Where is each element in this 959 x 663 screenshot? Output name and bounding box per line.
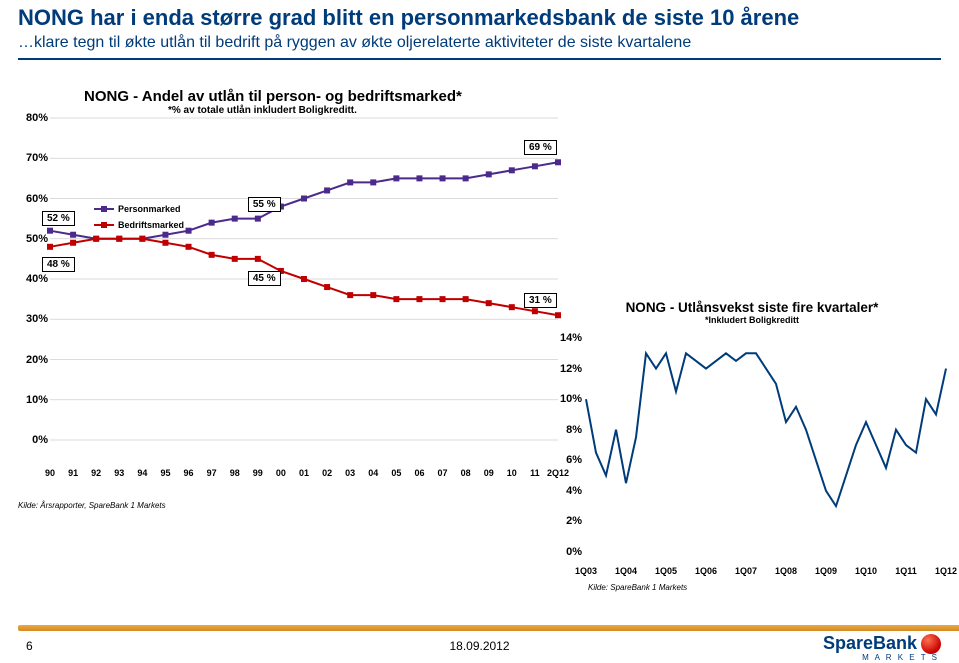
chart1-xtick: 04	[368, 468, 378, 478]
chart1-xtick: 09	[484, 468, 494, 478]
chart1-xtick: 01	[299, 468, 309, 478]
chart2-ytick: 12%	[554, 363, 582, 375]
chart1-ytick: 20%	[20, 354, 48, 366]
logo-ball-icon	[921, 634, 941, 654]
chart1-xtick: 93	[114, 468, 124, 478]
chart1-xtick: 06	[414, 468, 424, 478]
chart1-xtick: 95	[160, 468, 170, 478]
slide-number: 6	[26, 639, 33, 653]
title-rule	[18, 58, 941, 60]
chart2-xtick: 1Q06	[695, 566, 717, 576]
footer-bar	[18, 625, 959, 631]
chart1-xtick: 07	[438, 468, 448, 478]
chart1-ytick: 70%	[20, 152, 48, 164]
chart2-xtick: 1Q05	[655, 566, 677, 576]
chart1-legend: Personmarked Bedriftsmarked	[94, 204, 184, 236]
chart1-xtick: 10	[507, 468, 517, 478]
brand-logo: SpareBank	[823, 633, 941, 654]
chart1-ytick: 60%	[20, 193, 48, 205]
chart2-ytick: 8%	[554, 424, 582, 436]
chart1-ytick: 80%	[20, 112, 48, 124]
chart2-title: NONG - Utlånsvekst siste fire kvartaler*	[552, 300, 952, 315]
chart1-xtick: 11	[530, 468, 540, 478]
chart2-xtick: 1Q09	[815, 566, 837, 576]
chart1-xtick: 08	[461, 468, 471, 478]
chart2-ytick: 6%	[554, 454, 582, 466]
chart2-xtick: 1Q03	[575, 566, 597, 576]
chart1-ytick: 50%	[20, 233, 48, 245]
chart1-callout: 55 %	[248, 197, 281, 212]
slide-date: 18.09.2012	[449, 639, 509, 653]
chart1-callout: 69 %	[524, 140, 557, 155]
chart2-ytick: 10%	[554, 393, 582, 405]
chart1-callout: 45 %	[248, 271, 281, 286]
chart1-ytick: 40%	[20, 273, 48, 285]
chart2-xtick: 1Q10	[855, 566, 877, 576]
chart2-ytick: 4%	[554, 485, 582, 497]
footer: 6 18.09.2012 SpareBank M A R K E T S	[0, 625, 959, 663]
legend-personmarked: Personmarked	[118, 204, 181, 214]
chart2-subtitle: *Inkludert Boligkreditt	[552, 315, 952, 325]
growth-chart: NONG - Utlånsvekst siste fire kvartaler*…	[552, 300, 952, 610]
chart1-xtick: 96	[184, 468, 194, 478]
chart1-xtick: 90	[45, 468, 55, 478]
chart2-footnote: Kilde: SpareBank 1 Markets	[588, 583, 687, 592]
chart1-ytick: 30%	[20, 313, 48, 325]
chart1-callout: 48 %	[42, 257, 75, 272]
chart2-xtick: 1Q04	[615, 566, 637, 576]
chart2-xtick: 1Q11	[895, 566, 917, 576]
share-chart: NONG - Andel av utlån til person- og bed…	[18, 88, 558, 508]
chart1-xtick: 05	[391, 468, 401, 478]
chart1-footnote: Kilde: Årsrapporter, SpareBank 1 Markets	[18, 501, 166, 510]
chart1-xtick: 97	[207, 468, 217, 478]
chart1-xtick: 92	[91, 468, 101, 478]
chart2-xtick: 1Q07	[735, 566, 757, 576]
chart2-xtick: 1Q12	[935, 566, 957, 576]
legend-bedriftsmarked: Bedriftsmarked	[118, 220, 184, 230]
chart2-ytick: 0%	[554, 546, 582, 558]
page-title: NONG har i enda større grad blitt en per…	[18, 4, 941, 32]
chart2-xtick: 1Q08	[775, 566, 797, 576]
chart1-xtick: 99	[253, 468, 263, 478]
page-subtitle: …klare tegn til økte utlån til bedrift p…	[18, 34, 941, 52]
chart2-ytick: 14%	[554, 332, 582, 344]
chart1-xtick: 91	[68, 468, 78, 478]
chart1-xtick: 00	[276, 468, 286, 478]
chart1-ytick: 10%	[20, 394, 48, 406]
chart1-xtick: 03	[345, 468, 355, 478]
chart1-xtick: 94	[137, 468, 147, 478]
chart1-ytick: 0%	[20, 434, 48, 446]
chart2-ytick: 2%	[554, 515, 582, 527]
brand-markets: M A R K E T S	[862, 653, 939, 662]
chart1-callout: 52 %	[42, 211, 75, 226]
chart1-xtick: 98	[230, 468, 240, 478]
chart1-xtick: 02	[322, 468, 332, 478]
